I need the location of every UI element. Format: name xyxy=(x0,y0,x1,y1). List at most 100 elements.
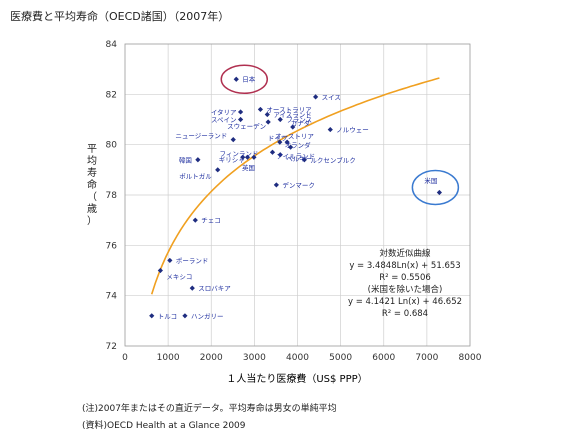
point-label: カナダ xyxy=(291,119,311,128)
plot-frame xyxy=(124,43,471,347)
point-label: スウェーデン xyxy=(227,122,266,131)
point-label: トルコ xyxy=(158,312,177,320)
point-label: オランダ xyxy=(285,141,312,150)
data-points xyxy=(149,76,442,319)
point-label: スイス xyxy=(322,93,341,101)
y-axis-label-char: （ xyxy=(87,191,97,203)
data-point xyxy=(301,157,307,163)
point-label: フィンランド xyxy=(219,150,258,158)
data-point xyxy=(237,116,244,123)
x-tick-label: 0 xyxy=(122,353,128,363)
y-axis-label-char: 均 xyxy=(87,155,97,167)
data-point xyxy=(157,267,163,274)
point-label: スペイン xyxy=(211,116,237,124)
us-highlight-ellipse xyxy=(411,169,460,206)
point-label: ポーランド xyxy=(176,257,209,265)
data-point xyxy=(244,154,251,160)
data-point xyxy=(265,119,271,125)
point-label: 米国 xyxy=(424,176,437,185)
point-label: ポルトガル xyxy=(179,171,212,180)
source-note: (資料)OECD Health at a Glance 2009 xyxy=(82,421,246,431)
x-tick-labels: 0 1000 2000 3000 4000 5000 6000 7000 8000 xyxy=(122,353,482,363)
data-point xyxy=(273,182,279,188)
x-tick-label: 8000 xyxy=(459,353,482,363)
point-label: フランス xyxy=(286,116,312,124)
point-label: ニュージーランド xyxy=(175,132,227,140)
point-label: イタリア xyxy=(211,107,237,116)
point-label: デンマーク xyxy=(282,180,315,189)
point-label: オーストリア xyxy=(275,133,314,141)
point-label: オーストラリア xyxy=(266,106,312,114)
data-point xyxy=(215,167,221,173)
point-label: 英国 xyxy=(242,163,255,172)
y-tick-label: 72 xyxy=(106,342,117,352)
annotation-line: 対数近似曲線 xyxy=(379,248,431,259)
data-point xyxy=(149,313,155,319)
data-point xyxy=(284,139,290,145)
data-point xyxy=(277,139,283,145)
data-point xyxy=(167,257,173,264)
annotation-line: R² = 0.5506 xyxy=(379,273,431,283)
y-tick-label: 84 xyxy=(106,40,118,50)
data-point xyxy=(240,154,246,160)
point-label: メキシコ xyxy=(166,273,192,281)
x-tick-label: 7000 xyxy=(415,353,438,363)
y-axis-label-char: 命 xyxy=(87,178,97,191)
annotation-line: R² = 0.684 xyxy=(382,309,428,319)
y-tick-label: 80 xyxy=(106,141,118,151)
x-tick-label: 5000 xyxy=(329,353,352,363)
data-point xyxy=(288,144,294,150)
y-axis-label-char: 平 xyxy=(87,144,97,155)
data-point xyxy=(251,154,257,160)
y-tick-label: 82 xyxy=(106,90,117,100)
x-tick-label: 1000 xyxy=(157,353,180,363)
point-label: ノルウェー xyxy=(336,126,369,134)
point-label: ハンガリー xyxy=(191,311,224,320)
point-label: 韓国 xyxy=(179,155,192,164)
data-point xyxy=(313,94,319,100)
point-label: チェコ xyxy=(201,217,221,225)
point-label: ギリシャ xyxy=(219,156,245,164)
data-point xyxy=(195,157,201,163)
x-tick-label: 2000 xyxy=(200,353,223,363)
point-label: アイスランド xyxy=(273,111,311,119)
y-axis-label-char: 寿 xyxy=(87,166,97,179)
trend-annotation: 対数近似曲線 y = 3.4848Ln(x) + 51.653 R² = 0.550… xyxy=(348,248,462,319)
y-tick-label: 76 xyxy=(106,241,118,251)
data-point xyxy=(233,76,239,82)
data-point xyxy=(189,285,195,291)
annotation-line: y = 3.4848Ln(x) + 51.653 xyxy=(349,261,460,271)
data-point xyxy=(277,116,283,123)
point-label: ルクセンブルク xyxy=(310,155,355,164)
data-point xyxy=(237,109,244,115)
x-tick-label: 4000 xyxy=(286,353,309,363)
x-axis-label: １人当たり医療費（US$ PPP） xyxy=(226,372,367,385)
point-label: ベルギー xyxy=(286,155,312,163)
x-tick-label: 6000 xyxy=(372,353,395,363)
data-point xyxy=(264,111,270,118)
chart-grid xyxy=(125,44,470,346)
annotation-line: y = 4.1421 Ln(x) + 46.652 xyxy=(348,297,462,307)
data-point xyxy=(327,126,333,133)
x-tick-label: 3000 xyxy=(243,353,266,363)
data-point xyxy=(182,313,188,319)
data-point xyxy=(277,152,283,158)
scatter-chart: 0 1000 2000 3000 4000 5000 6000 7000 8000 72 74 76… xyxy=(87,40,482,385)
y-tick-label: 78 xyxy=(106,191,118,201)
y-axis-label-char: ） xyxy=(87,215,97,227)
y-axis-label-char: 歳 xyxy=(87,203,97,215)
page-title: 医療費と平均寿命（OECD諸国）（2007年） xyxy=(10,10,230,23)
point-label: ドイツ xyxy=(268,135,288,143)
japan-highlight-ellipse xyxy=(220,64,269,94)
data-point xyxy=(269,149,276,155)
point-label: 日本 xyxy=(242,75,256,84)
data-point xyxy=(257,106,264,113)
data-point xyxy=(192,217,198,223)
annotation-line: (米国を除いた場合) xyxy=(368,284,443,295)
data-point xyxy=(436,189,442,196)
y-axis-label: 平均寿命（歳） xyxy=(87,144,97,227)
point-label: アイルランド xyxy=(276,153,315,161)
y-tick-labels: 72 74 76 78 80 82 84 xyxy=(106,40,118,352)
y-tick-label: 74 xyxy=(106,292,118,302)
